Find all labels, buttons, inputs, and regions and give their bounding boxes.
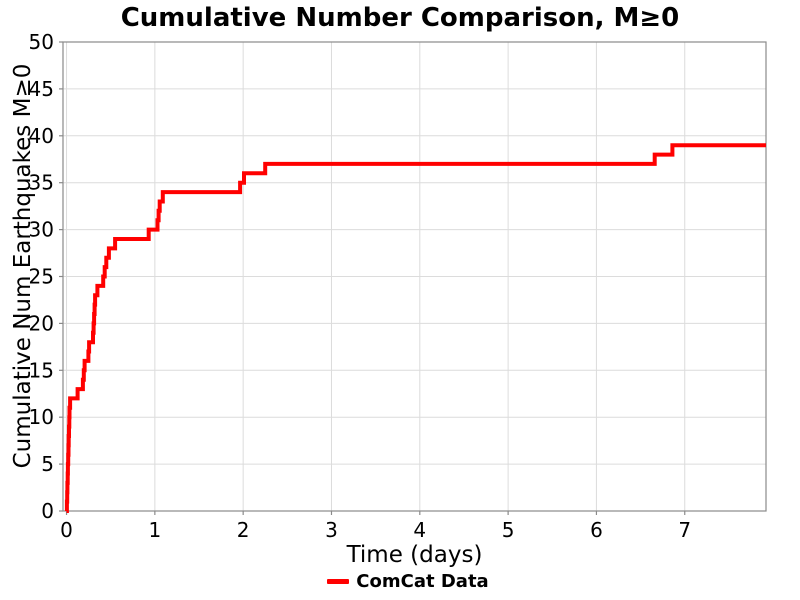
svg-text:4: 4: [413, 518, 426, 542]
svg-text:5: 5: [41, 452, 54, 476]
svg-text:3: 3: [325, 518, 338, 542]
svg-text:40: 40: [29, 124, 54, 148]
legend: ComCat Data: [63, 571, 753, 592]
svg-text:50: 50: [29, 30, 54, 54]
svg-text:45: 45: [29, 77, 54, 101]
svg-text:10: 10: [29, 405, 54, 429]
svg-text:6: 6: [590, 518, 603, 542]
svg-text:5: 5: [502, 518, 515, 542]
x-axis-label: Time (days): [346, 542, 483, 568]
svg-text:0: 0: [41, 499, 54, 523]
chart-title: Cumulative Number Comparison, M≥0: [120, 3, 680, 33]
svg-text:30: 30: [29, 218, 54, 242]
svg-text:1: 1: [148, 518, 161, 542]
svg-text:35: 35: [29, 171, 54, 195]
svg-text:25: 25: [29, 265, 54, 289]
svg-text:7: 7: [678, 518, 691, 542]
svg-text:15: 15: [29, 358, 54, 382]
svg-text:0: 0: [60, 518, 73, 542]
svg-text:2: 2: [237, 518, 250, 542]
svg-text:20: 20: [29, 311, 54, 335]
red-line-icon: [327, 579, 350, 584]
legend-label: ComCat Data: [356, 571, 489, 592]
